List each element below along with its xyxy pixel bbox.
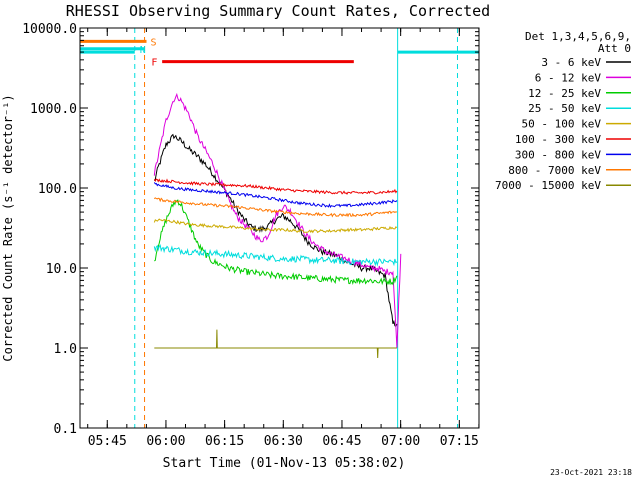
series-line-2 xyxy=(154,199,398,286)
flag-label-s: S xyxy=(150,37,156,48)
legend-label-7: 800 - 7000 keV xyxy=(508,164,601,177)
legend: Det 1,3,4,5,6,9,Att 03 - 6 keV 6 - 12 keV… xyxy=(495,30,631,192)
chart-title: RHESSI Observing Summary Count Rates, Co… xyxy=(66,2,490,20)
y-tick-label: 0.1 xyxy=(54,422,77,437)
plot-series-group xyxy=(80,28,479,428)
legend-label-6: 300 - 800 keV xyxy=(515,148,601,161)
y-tick-label: 1000.0 xyxy=(30,102,77,117)
legend-label-2: 12 - 25 keV xyxy=(528,87,601,100)
legend-label-8: 7000 - 15000 keV xyxy=(495,179,601,192)
series-line-6 xyxy=(153,182,398,209)
y-tick-label: 10000.0 xyxy=(22,22,77,37)
y-tick-label: 10.0 xyxy=(46,262,77,277)
x-tick-label: 05:45 xyxy=(88,434,127,449)
legend-label-3: 25 - 50 keV xyxy=(528,102,601,115)
axes: 10000.0 1000.0 100.0 10.0 1.0 0.1 05:45 06:00 06… xyxy=(22,22,480,449)
legend-label-1: 6 - 12 keV xyxy=(535,71,602,84)
plot-frame xyxy=(79,27,480,429)
series-line-7 xyxy=(153,197,398,218)
legend-label-4: 50 - 100 keV xyxy=(522,118,602,131)
series-line-3 xyxy=(153,244,398,267)
series-line-4 xyxy=(153,218,398,234)
x-tick-label: 06:45 xyxy=(322,434,361,449)
flag-label-n: N xyxy=(140,45,146,56)
x-tick-label: 06:15 xyxy=(205,434,244,449)
series-line-8 xyxy=(154,329,397,359)
x-axis-label: Start Time (01-Nov-13 05:38:02) xyxy=(163,456,406,471)
y-axis-label: Corrected Count Rate (s⁻¹ detector⁻¹) xyxy=(1,94,15,361)
series-line-0 xyxy=(153,133,398,327)
y-tick-label: 100.0 xyxy=(38,182,77,197)
legend-label-5: 100 - 300 keV xyxy=(515,133,601,146)
legend-header-0: Det 1,3,4,5,6,9, xyxy=(525,30,631,43)
plot-area: SNF xyxy=(80,28,479,428)
flag-label-f: F xyxy=(151,58,157,69)
footer-timestamp: 23-Oct-2021 23:18 xyxy=(550,468,632,477)
legend-header-1: Att 0 xyxy=(598,42,631,55)
x-tick-label: 06:00 xyxy=(146,434,185,449)
series-line-1 xyxy=(153,92,402,348)
x-tick-label: 06:30 xyxy=(264,434,303,449)
series-line-5 xyxy=(153,178,398,195)
legend-label-0: 3 - 6 keV xyxy=(541,56,601,69)
y-tick-label: 1.0 xyxy=(54,342,77,357)
x-tick-label: 07:15 xyxy=(440,434,479,449)
x-tick-label: 07:00 xyxy=(381,434,420,449)
